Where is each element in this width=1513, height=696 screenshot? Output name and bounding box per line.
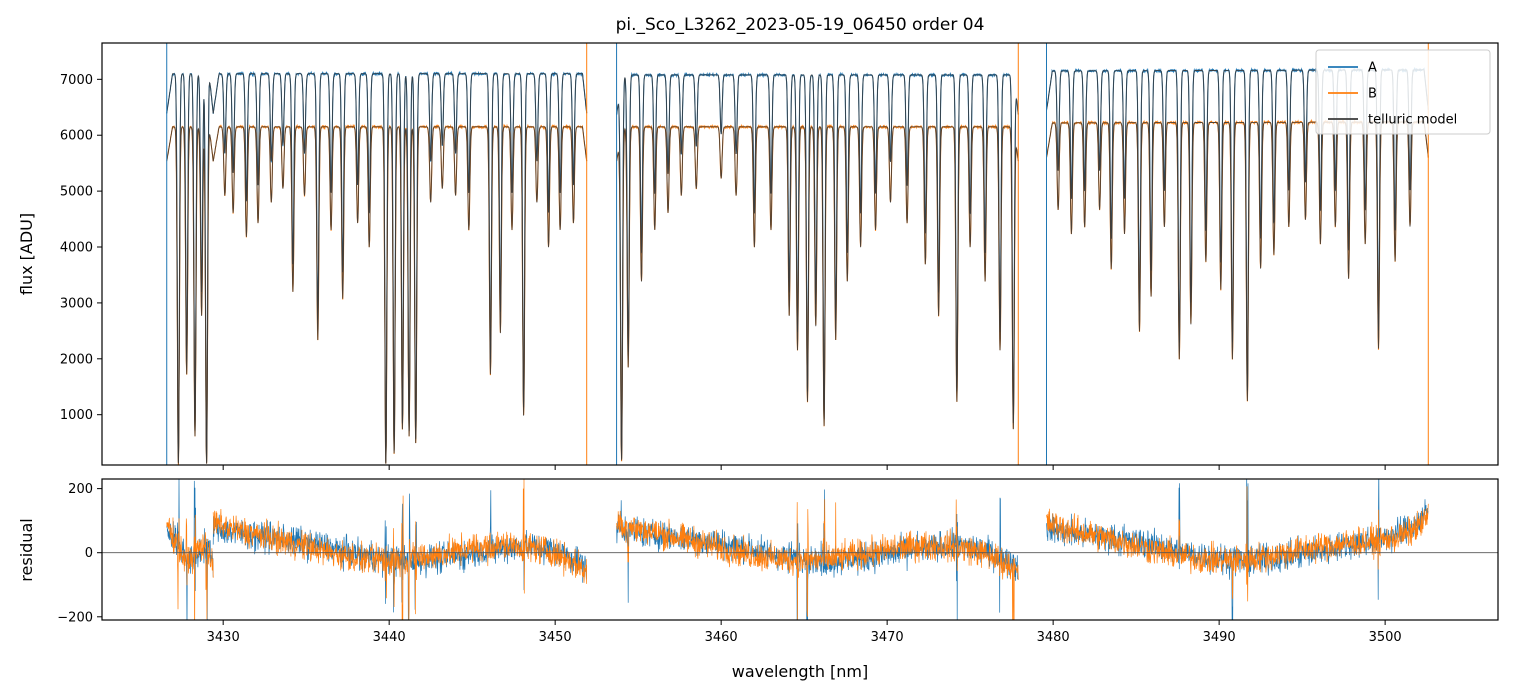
flux-y-tick-label: 4000 <box>60 241 93 256</box>
x-axis-label: wavelength [nm] <box>732 662 869 681</box>
x-tick-label: 3460 <box>705 630 738 645</box>
x-tick-label: 3490 <box>1203 630 1236 645</box>
x-tick-label: 3470 <box>871 630 904 645</box>
residual-b-segment <box>616 499 1019 620</box>
telluric-model-segment <box>616 126 1019 461</box>
residual-y-axis-label: residual <box>17 518 36 581</box>
flux-axes-frame <box>101 42 1499 466</box>
residual-y-tick-label: −200 <box>57 610 93 625</box>
x-tick-label: 3450 <box>539 630 572 645</box>
legend-label-1: B <box>1368 87 1377 102</box>
legend-label-0: A <box>1368 61 1377 76</box>
residual-b-segment <box>212 479 588 620</box>
telluric-model-segment <box>212 126 588 464</box>
flux-y-tick-label: 1000 <box>60 408 93 423</box>
residual-b-segment <box>1046 486 1429 602</box>
x-tick-label: 3430 <box>207 630 240 645</box>
flux-y-tick-label: 7000 <box>60 73 93 88</box>
legend-box <box>1315 49 1491 135</box>
residual-panel: −200 0 200 3430 3440 3450 3460 3470 3480 3490 350… <box>17 478 1499 681</box>
flux-panel: 1000 2000 3000 4000 5000 6000 7000 flux [ADU] <box>17 42 1499 470</box>
residual-b-segment <box>166 514 214 620</box>
telluric-model-segment <box>1046 121 1429 402</box>
telluric-model-segment <box>166 126 214 464</box>
flux-y-tick-label: 6000 <box>60 129 93 144</box>
x-tick-label: 3480 <box>1037 630 1070 645</box>
residual-y-tick-label: 0 <box>85 546 93 561</box>
residual-axes-frame <box>101 478 1499 621</box>
flux-y-tick-label: 5000 <box>60 185 93 200</box>
flux-y-tick-label: 3000 <box>60 296 93 311</box>
x-tick-label: 3440 <box>373 630 406 645</box>
telluric-model-segment <box>616 74 1019 459</box>
chart-title: pi._Sco_L3262_2023-05-19_06450 order 04 <box>616 15 985 35</box>
x-tick-label: 3500 <box>1369 630 1402 645</box>
flux-y-axis-label: flux [ADU] <box>17 213 36 295</box>
flux-y-tick-label: 2000 <box>60 352 93 367</box>
residual-y-tick-label: 200 <box>68 482 93 497</box>
telluric-model-segment <box>1046 69 1429 391</box>
legend-label-2: telluric model <box>1368 113 1457 128</box>
